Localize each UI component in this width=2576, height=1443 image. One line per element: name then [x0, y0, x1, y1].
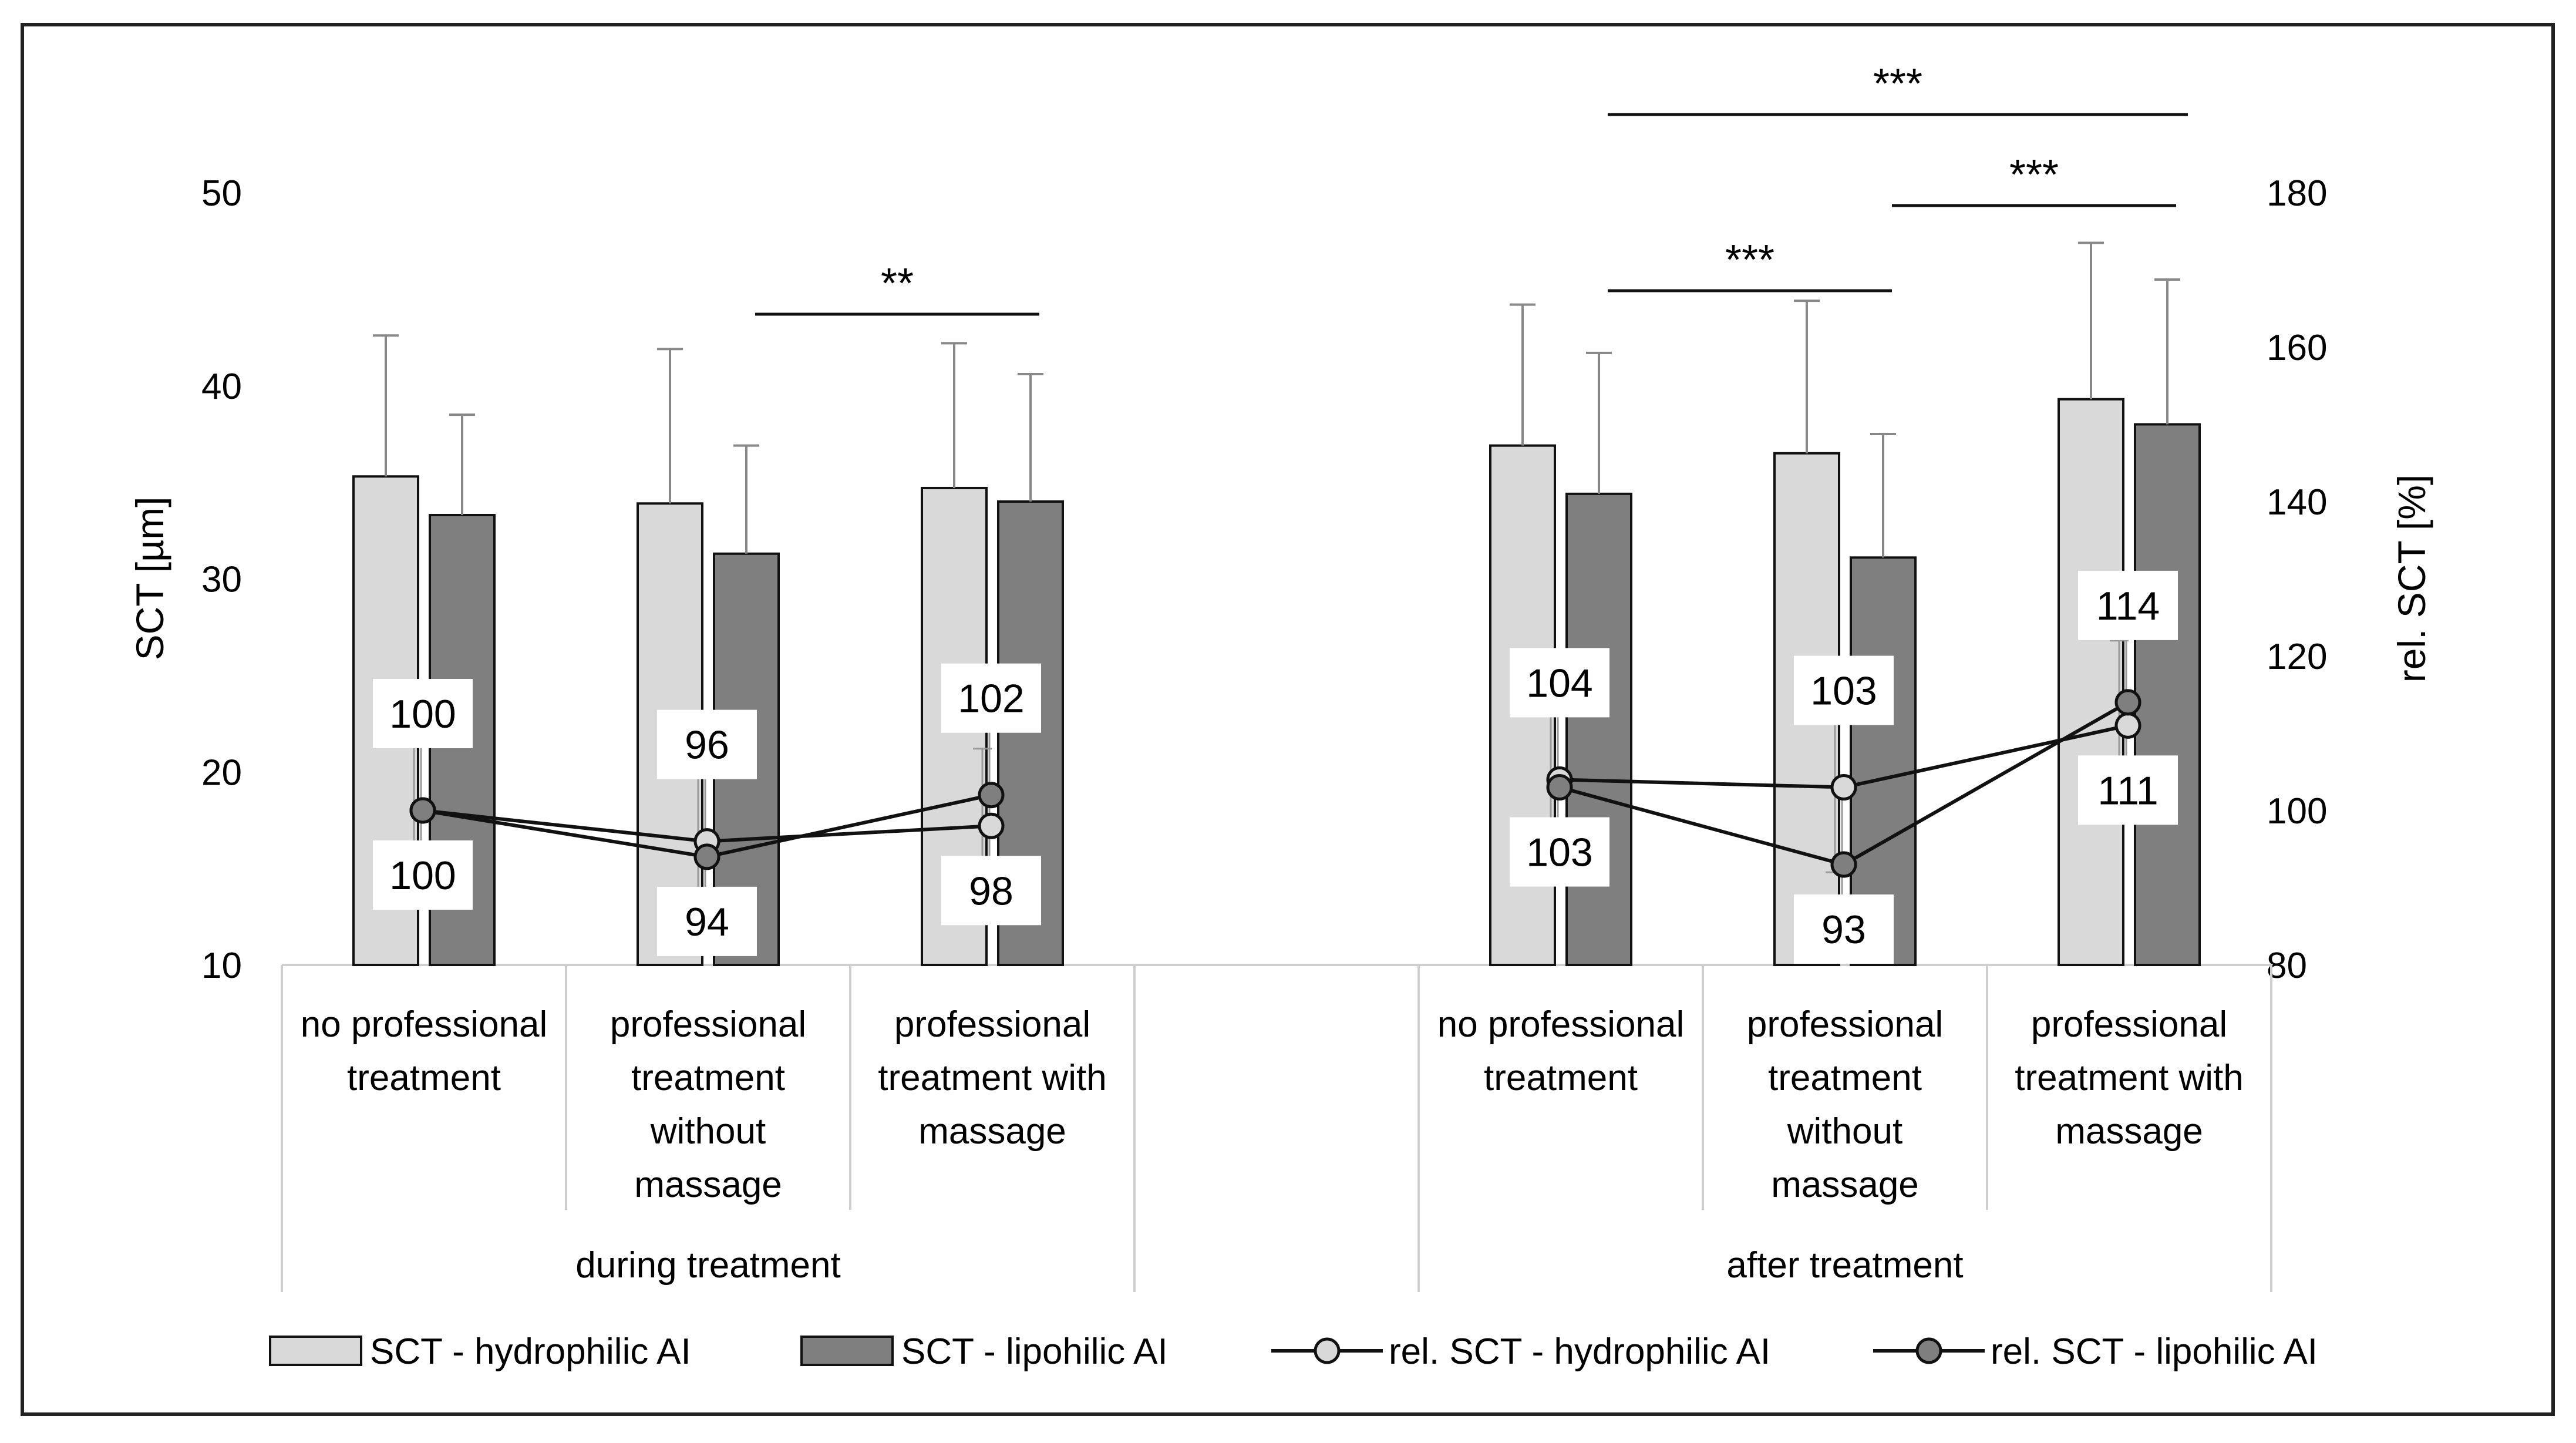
data-label: 96 — [685, 723, 729, 768]
right-tick-label: 160 — [2267, 328, 2327, 368]
left-axis-ticks: 10 20 30 40 50 — [201, 173, 242, 986]
data-label: 93 — [1821, 907, 1866, 952]
data-label-box — [2078, 570, 2178, 640]
category-label: treatment — [1484, 1058, 1638, 1098]
left-tick-label: 20 — [201, 752, 242, 793]
chart-border — [21, 23, 2555, 1416]
significance-stars: *** — [1725, 237, 1774, 284]
legend: SCT - hydrophilic AI SCT - lipohilic AI re… — [269, 1331, 2318, 1372]
data-label-box — [941, 663, 1041, 733]
left-tick-label: 10 — [201, 946, 242, 986]
data-label: 103 — [1810, 669, 1877, 714]
data-label-box — [373, 840, 473, 910]
category-label: professional — [2031, 1004, 2227, 1045]
right-tick-label: 140 — [2267, 482, 2327, 523]
right-axis-title: rel. SCT [%] — [2390, 475, 2433, 683]
data-label: 104 — [1526, 661, 1592, 705]
data-label-box — [657, 709, 757, 779]
legend-swatch-marker — [1915, 1337, 1942, 1364]
data-label: 114 — [2096, 584, 2160, 628]
group-label: after treatment — [1726, 1245, 1963, 1286]
category-label: treatment — [1768, 1058, 1922, 1098]
left-axis-title: SCT [µm] — [128, 497, 171, 661]
data-label-box — [373, 679, 473, 748]
plot-bars — [352, 241, 2201, 966]
category-label: massage — [2055, 1111, 2203, 1152]
significance-stars: ** — [881, 260, 914, 307]
category-axis: no professional treatment professional trea… — [281, 964, 2272, 1292]
data-label: 100 — [389, 853, 456, 898]
bar-lipophilic — [2134, 423, 2201, 966]
point-marker-lipophilic — [2114, 689, 2141, 716]
right-tick-label: 80 — [2267, 946, 2307, 986]
category-label: professional — [894, 1004, 1090, 1045]
significance-stars: *** — [2009, 152, 2059, 199]
point-marker-lipophilic — [978, 782, 1005, 809]
left-tick-label: 40 — [201, 366, 242, 407]
data-label-box — [941, 856, 1041, 926]
legend-label: rel. SCT - lipohilic AI — [1991, 1331, 2318, 1372]
legend-swatch-bar — [269, 1336, 362, 1366]
right-axis-ticks: 80 100 120 140 160 180 — [2267, 173, 2327, 986]
left-tick-label: 30 — [201, 560, 242, 600]
legend-swatch-marker — [1314, 1337, 1341, 1364]
point-marker-hydrophilic — [978, 812, 1005, 839]
category-label: professional — [1747, 1004, 1943, 1045]
legend-swatch-bar — [800, 1336, 894, 1366]
data-label-box — [2078, 755, 2178, 825]
category-label: professional — [610, 1004, 806, 1045]
category-label: treatment with — [878, 1058, 1106, 1098]
category-label: massage — [918, 1111, 1066, 1152]
category-label: massage — [634, 1165, 782, 1205]
left-axis: 10 20 30 40 50 SCT [µm] — [128, 173, 242, 986]
category-label: no professional — [301, 1004, 548, 1045]
category-label: treatment — [631, 1058, 785, 1098]
left-tick-label: 50 — [201, 173, 242, 214]
point-marker-hydrophilic — [2114, 712, 2141, 739]
right-tick-label: 120 — [2267, 637, 2327, 677]
data-label-box — [1794, 655, 1894, 725]
point-marker-lipophilic — [693, 843, 720, 870]
data-label-box — [1510, 648, 1609, 718]
point-marker-lipophilic — [1830, 851, 1857, 878]
data-label: 100 — [389, 692, 456, 736]
category-label: no professional — [1437, 1004, 1685, 1045]
category-label: treatment — [347, 1058, 501, 1098]
right-axis: 80 100 120 140 160 180 rel. SCT [%] — [2267, 173, 2433, 986]
data-label-box — [657, 886, 757, 956]
bar-lipophilic — [1565, 492, 1632, 966]
data-label: 111 — [2097, 768, 2158, 813]
significance-stars: *** — [1873, 60, 1922, 107]
data-label: 103 — [1526, 830, 1592, 875]
data-label-box — [1510, 817, 1609, 887]
plot-lines — [405, 616, 2141, 951]
data-label: 98 — [969, 869, 1013, 913]
data-label-box — [1794, 894, 1894, 964]
point-marker-hydrophilic — [1830, 774, 1857, 801]
data-label: 102 — [958, 677, 1024, 721]
right-tick-label: 180 — [2267, 173, 2327, 214]
legend-label: SCT - lipohilic AI — [901, 1331, 1168, 1372]
bar-hydrophilic — [2058, 398, 2124, 966]
right-tick-label: 100 — [2267, 791, 2327, 832]
category-label: treatment with — [2015, 1058, 2243, 1098]
significance-annotations: ** ********* — [755, 60, 2188, 316]
point-marker-lipophilic — [1546, 774, 1573, 801]
category-label: without — [650, 1111, 766, 1152]
legend-label: SCT - hydrophilic AI — [370, 1331, 691, 1372]
category-label: without — [1787, 1111, 1902, 1152]
group-label: during treatment — [575, 1245, 840, 1286]
data-label: 94 — [685, 900, 729, 944]
legend-label: rel. SCT - hydrophilic AI — [1389, 1331, 1770, 1372]
category-label: massage — [1771, 1165, 1919, 1205]
point-marker-lipophilic — [409, 797, 436, 824]
plot-labels: 100 96 98 104 103 111 100 94 102 103 93 114 — [373, 570, 2178, 964]
